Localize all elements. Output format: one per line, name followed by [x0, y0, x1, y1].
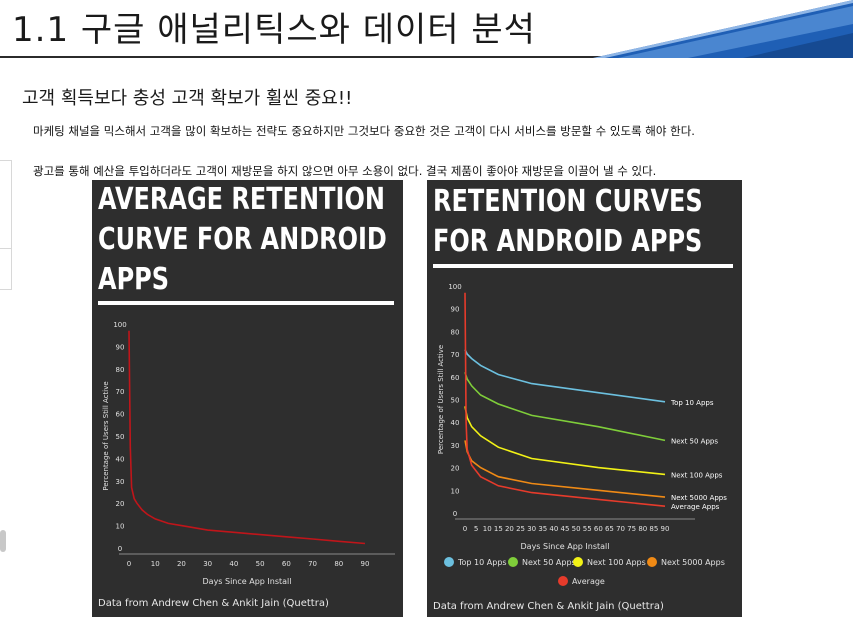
series-line-next-50-apps — [464, 372, 666, 442]
paragraph-1: 마케팅 채널을 믹스해서 고객을 많이 확보하는 전략도 중요하지만 그것보다 … — [33, 124, 695, 138]
y-tick-label: 60 — [451, 374, 460, 382]
title-underline — [433, 264, 733, 268]
y-tick-label: 40 — [116, 455, 125, 463]
x-tick-label: 5 — [474, 525, 478, 533]
title-underline — [98, 301, 394, 305]
title-rule — [0, 56, 853, 58]
y-tick-label: 10 — [451, 487, 460, 495]
y-tick-label: 30 — [116, 478, 125, 486]
y-tick-label: 100 — [113, 321, 126, 329]
y-tick-label: 70 — [451, 351, 460, 359]
legend-swatch — [573, 557, 583, 567]
chart-title-line-1: RETENTION CURVES — [433, 184, 703, 219]
y-tick-label: 20 — [451, 465, 460, 473]
y-tick-label: 10 — [116, 523, 125, 531]
x-tick-label: 70 — [616, 525, 625, 533]
x-tick-label: 25 — [516, 525, 525, 533]
series-end-label: Next 5000 Apps — [671, 494, 727, 502]
y-tick-label: 60 — [116, 411, 125, 419]
y-tick-label: 70 — [116, 388, 125, 396]
average-retention-chart: 0 10 20 30 40 50 60 70 80 90 100 0 10 20 30 40 50 60 70 80 9… — [92, 180, 403, 617]
side-scrollbar[interactable] — [0, 530, 6, 552]
y-tick-label: 80 — [116, 366, 125, 374]
y-axis-label: Percentage of Users Still Active — [437, 345, 445, 454]
x-tick-label: 0 — [127, 560, 131, 568]
series-end-label: Next 100 Apps — [671, 471, 723, 479]
y-tick-label: 100 — [448, 283, 461, 291]
y-tick-label: 20 — [116, 500, 125, 508]
x-tick-label: 65 — [605, 525, 614, 533]
y-tick-label: 50 — [116, 433, 125, 441]
retention-curves-chart: 0 10 20 30 40 50 60 70 80 90 100 0 5 10 15 20 25 30 35 40 45… — [427, 180, 742, 617]
chart-title-line-2: CURVE FOR ANDROID — [98, 222, 387, 257]
legend-swatch — [444, 557, 454, 567]
y-axis-label: Percentage of Users Still Active — [102, 381, 110, 490]
y-tick-label: 90 — [116, 343, 125, 351]
x-tick-label: 90 — [661, 525, 670, 533]
x-axis-label: Days Since App Install — [203, 577, 292, 586]
x-tick-label: 50 — [256, 560, 265, 568]
x-tick-label: 45 — [561, 525, 570, 533]
y-tick-label: 50 — [451, 397, 460, 405]
y-tick-label: 30 — [451, 442, 460, 450]
x-tick-label: 70 — [308, 560, 317, 568]
x-axis-label: Days Since App Install — [521, 542, 610, 551]
x-tick-label: 75 — [627, 525, 636, 533]
x-tick-label: 35 — [538, 525, 547, 533]
subtitle: 고객 획득보다 충성 고객 확보가 휠씬 중요!! — [22, 88, 353, 109]
chart-title-line-1: AVERAGE RETENTION — [98, 182, 385, 217]
series-end-label: Top 10 Apps — [670, 399, 714, 407]
y-tick-label: 40 — [451, 419, 460, 427]
x-tick-label: 80 — [334, 560, 343, 568]
series-line-next-5000-apps — [464, 440, 666, 498]
legend-label: Next 100 Apps — [587, 558, 646, 567]
chart-credit: Data from Andrew Chen & Ankit Jain (Quet… — [98, 598, 329, 609]
side-panel-edge — [0, 160, 12, 290]
chart-title-line-2: FOR ANDROID APPS — [433, 224, 703, 259]
x-tick-label: 30 — [203, 560, 212, 568]
x-tick-label: 15 — [494, 525, 503, 533]
x-tick-label: 40 — [549, 525, 558, 533]
x-tick-label: 0 — [463, 525, 467, 533]
x-tick-label: 40 — [229, 560, 238, 568]
y-tick-label: 0 — [118, 545, 122, 553]
x-tick-label: 90 — [361, 560, 370, 568]
series-line-next-100-apps — [464, 406, 666, 476]
x-tick-label: 60 — [282, 560, 291, 568]
x-tick-label: 55 — [583, 525, 592, 533]
series-line-top-10-apps — [464, 349, 666, 403]
y-tick-label: 90 — [451, 306, 460, 314]
x-tick-label: 20 — [505, 525, 514, 533]
x-tick-label: 10 — [483, 525, 492, 533]
average-retention-plot: 0 10 20 30 40 50 60 70 80 90 100 0 10 20 30 40 50 60 70 80 9… — [98, 301, 395, 586]
series-end-label: Average Apps — [671, 503, 720, 511]
side-panel-divider — [0, 248, 12, 249]
legend-swatch — [647, 557, 657, 567]
x-tick-label: 85 — [649, 525, 658, 533]
series-end-label: Next 50 Apps — [671, 437, 718, 445]
legend-label: Next 50 Apps — [522, 558, 576, 567]
x-tick-label: 50 — [572, 525, 581, 533]
legend-swatch — [508, 557, 518, 567]
x-tick-label: 80 — [638, 525, 647, 533]
legend-label: Next 5000 Apps — [661, 558, 725, 567]
x-tick-label: 20 — [177, 560, 186, 568]
slide-title: 1.1 구글 애널리틱스와 데이터 분석 — [12, 10, 536, 50]
series-line-average — [464, 292, 666, 507]
legend-label: Top 10 Apps — [457, 558, 507, 567]
y-tick-label: 80 — [451, 328, 460, 336]
chart-title-line-3: APPS — [98, 262, 170, 297]
paragraph-2: 광고를 통해 예산을 투입하더라도 고객이 재방문을 하지 않으면 아무 소용이… — [33, 164, 657, 178]
x-tick-label: 60 — [594, 525, 603, 533]
corner-decoration — [593, 0, 853, 58]
chart-credit: Data from Andrew Chen & Ankit Jain (Quet… — [433, 601, 664, 612]
x-tick-label: 30 — [527, 525, 536, 533]
y-tick-label: 0 — [453, 510, 457, 518]
series-line — [128, 330, 366, 545]
legend-label: Average — [572, 577, 605, 586]
x-tick-label: 10 — [151, 560, 160, 568]
legend-swatch — [558, 576, 568, 586]
